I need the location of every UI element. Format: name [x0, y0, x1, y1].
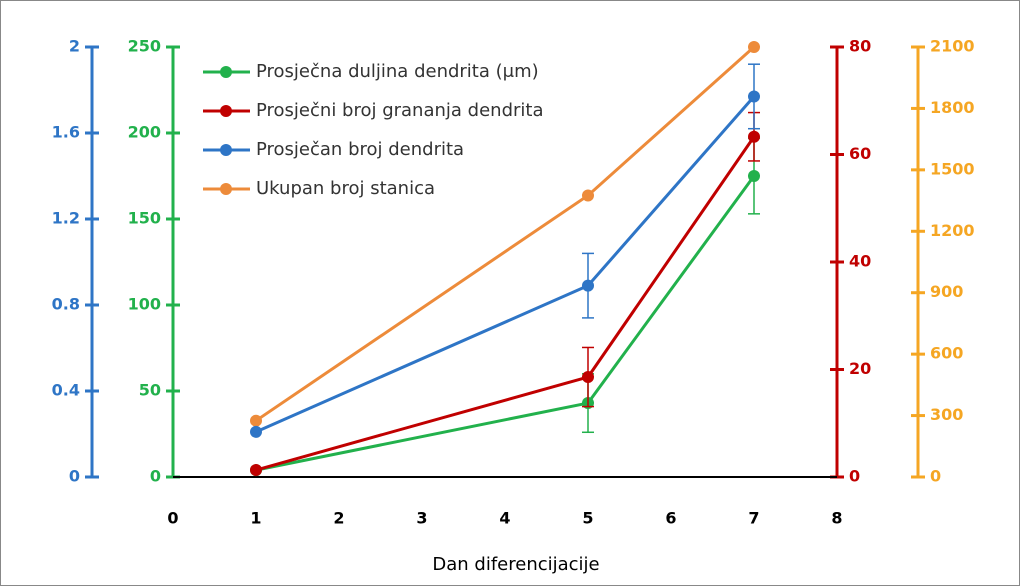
x-tick-label: 1 — [250, 509, 261, 528]
data-point — [250, 414, 262, 427]
x-tick-label: 8 — [831, 509, 842, 528]
legend-label: Ukupan broj stanica — [256, 178, 435, 199]
y-tick-label: 0 — [849, 467, 860, 486]
data-point — [748, 90, 760, 103]
y-tick-label: 300 — [930, 405, 963, 424]
data-point — [250, 464, 262, 477]
x-tick-label: 3 — [416, 509, 427, 528]
y-tick-label: 900 — [930, 282, 963, 301]
y-tick-label: 1200 — [930, 221, 975, 240]
legend-marker — [220, 105, 232, 117]
data-point — [582, 279, 594, 292]
y-tick-label: 2100 — [930, 37, 975, 56]
x-tick-label: 0 — [167, 509, 178, 528]
y-tick-label: 150 — [128, 209, 161, 228]
y-tick-label: 0 — [930, 467, 941, 486]
y-tick-label: 100 — [128, 295, 161, 314]
y-tick-label: 80 — [849, 37, 871, 56]
x-tick-label: 5 — [582, 509, 593, 528]
y-tick-label: 0 — [69, 467, 80, 486]
data-point — [748, 130, 760, 143]
legend-marker — [220, 183, 232, 195]
y-tick-label: 1500 — [930, 159, 975, 178]
data-point — [582, 371, 594, 384]
y-tick-label: 600 — [930, 344, 963, 363]
legend-label: Prosječan broj dendrita — [256, 139, 464, 160]
y-tick-label: 0.8 — [52, 295, 80, 314]
y-tick-label: 0.4 — [52, 381, 80, 400]
y-tick-label: 200 — [128, 123, 161, 142]
y-tick-label: 50 — [139, 381, 161, 400]
legend-label: Prosječna duljina dendrita (μm) — [256, 61, 539, 82]
x-tick-label: 7 — [748, 509, 759, 528]
x-tick-label: 4 — [499, 509, 510, 528]
legend-marker — [220, 66, 232, 78]
legend-marker — [220, 144, 232, 156]
y-tick-label: 20 — [849, 359, 871, 378]
y-tick-label: 1.2 — [52, 209, 80, 228]
y-tick-label: 0 — [150, 467, 161, 486]
y-tick-label: 60 — [849, 144, 871, 163]
data-point — [748, 41, 760, 53]
data-point — [748, 170, 760, 182]
y-tick-label: 1800 — [930, 98, 975, 117]
y-tick-label: 2 — [69, 37, 80, 56]
y-tick-label: 1.6 — [52, 123, 80, 142]
y-tick-label: 250 — [128, 37, 161, 56]
x-tick-label: 6 — [665, 509, 676, 528]
data-point — [582, 189, 594, 202]
y-tick-label: 40 — [849, 252, 871, 271]
x-axis-label: Dan diferencijacije — [432, 554, 599, 575]
x-tick-label: 2 — [333, 509, 344, 528]
data-point — [250, 425, 262, 438]
legend-label: Prosječni broj grananja dendrita — [256, 100, 543, 121]
